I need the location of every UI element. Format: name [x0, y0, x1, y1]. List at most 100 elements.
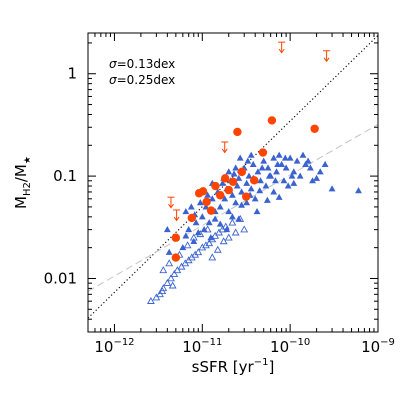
triangle-point [270, 188, 278, 195]
triangle-point [163, 226, 171, 233]
triangle-point [238, 188, 246, 195]
y-tick-label: 0.1 [53, 167, 77, 185]
upper-limit-point [221, 141, 229, 154]
triangle-point [258, 164, 266, 171]
x-axis-label: sSFR [yr−1] [192, 357, 275, 376]
triangle-point [288, 172, 296, 179]
fit-lines [88, 34, 378, 319]
triangle-point [228, 213, 236, 220]
upper-limit-point [173, 209, 181, 222]
triangle-point [290, 179, 298, 186]
open-triangle-point [240, 225, 249, 233]
triangle-point [244, 157, 252, 164]
open-triangle-point [177, 262, 186, 270]
open-triangle-point [152, 293, 161, 301]
open-triangle-point [202, 241, 210, 249]
detection-point [267, 116, 277, 125]
triangle-point [238, 201, 246, 208]
open-triangle-point [167, 274, 175, 282]
triangle-point [247, 185, 255, 192]
triangle-point [187, 203, 195, 210]
y-tick-label: 0.01 [44, 269, 77, 287]
triangle-point [282, 164, 290, 171]
y-axis-label: MH2/M★ [12, 156, 33, 209]
triangle-point [299, 151, 307, 158]
triangle-point [208, 195, 216, 202]
detection-point [250, 176, 259, 185]
triangle-point [233, 182, 241, 189]
triangle-point [264, 164, 272, 171]
triangle-point [257, 177, 264, 184]
triangle-point [182, 232, 190, 239]
triangle-point [207, 234, 215, 241]
triangle-point [194, 229, 202, 236]
plot-frame [87, 32, 379, 333]
open-triangle-point [228, 218, 237, 226]
triangle-point [304, 157, 312, 164]
triangle-point [273, 168, 280, 175]
triangle-point [256, 187, 264, 194]
triangle-point [221, 195, 229, 202]
detection-point [202, 197, 211, 207]
open-triangle-point [213, 245, 222, 253]
open-triangle-point [194, 248, 203, 256]
open-triangle-point [170, 270, 179, 277]
open-triangle-point [173, 266, 182, 274]
triangle-point [219, 179, 226, 186]
detection-point [220, 174, 230, 183]
open-triangle-point [165, 259, 174, 267]
triangle-point [265, 172, 273, 179]
open-triangle-point [159, 266, 168, 274]
x-tick-label: 10−9 [361, 337, 395, 356]
triangle-point [284, 182, 292, 189]
triangle-point [293, 157, 301, 164]
triangle-point [165, 248, 173, 255]
detection-point [233, 127, 242, 137]
triangle-point [216, 220, 224, 227]
open-triangle-point [208, 253, 217, 261]
detection-point [241, 192, 251, 201]
triangle-point [274, 160, 282, 167]
fit-line-dotted [88, 34, 378, 319]
detection-point [198, 187, 208, 196]
triangle-point [202, 203, 210, 210]
triangle-point [275, 151, 283, 158]
detection-point [211, 181, 220, 191]
triangle-point [306, 164, 314, 171]
x-tick-label: 10−12 [94, 337, 134, 356]
upper-limit-point [167, 196, 175, 209]
detection-point [228, 177, 238, 186]
triangle-point [198, 213, 206, 220]
upper-limit-point [278, 41, 286, 54]
triangle-point [290, 168, 298, 175]
triangle-point [355, 187, 362, 194]
triangle-point [190, 237, 198, 244]
triangle-point [260, 157, 268, 164]
open-triangle-point [231, 228, 240, 236]
triangle-point [253, 208, 261, 215]
triangle-point [196, 199, 204, 206]
triangle-point [200, 226, 208, 233]
open-triangle-point [183, 241, 192, 249]
triangle-point [211, 215, 219, 222]
detection-point [171, 233, 181, 242]
open-triangle-point [198, 243, 207, 251]
open-triangle-point [158, 287, 167, 295]
triangle-point [235, 174, 243, 181]
upper-limit-point [323, 50, 331, 63]
y-tick-label: 1 [67, 65, 77, 83]
triangle-point [223, 226, 231, 233]
open-triangle-point [219, 237, 228, 245]
triangle-point [243, 199, 251, 206]
triangle-point [272, 177, 279, 184]
open-triangle-point [163, 278, 172, 286]
triangle-point [192, 219, 200, 226]
triangle-point [309, 177, 316, 184]
triangle-point [247, 151, 255, 158]
triangle-point [263, 196, 271, 203]
triangle-point [328, 185, 336, 192]
triangle-point [313, 174, 321, 181]
open-triangle-point [224, 233, 233, 241]
triangle-point [236, 154, 244, 161]
